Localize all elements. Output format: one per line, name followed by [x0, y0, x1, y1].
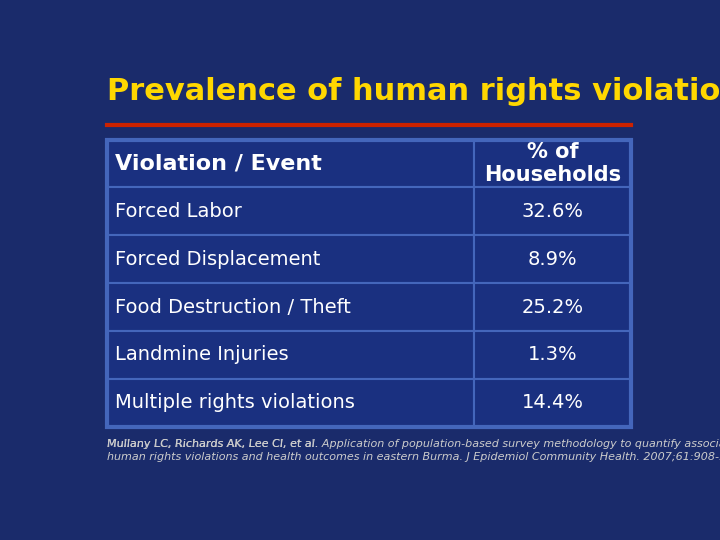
Text: % of
Households: % of Households	[484, 142, 621, 185]
Bar	[474, 331, 631, 379]
Text: 32.6%: 32.6%	[521, 202, 584, 221]
Text: Mullany LC, Richards AK, Lee CI, et al. Application of population-based survey m: Mullany LC, Richards AK, Lee CI, et al. …	[107, 440, 720, 449]
Bar	[107, 235, 474, 283]
Text: Landmine Injuries: Landmine Injuries	[115, 345, 289, 364]
Bar	[107, 187, 474, 235]
Bar	[107, 140, 631, 427]
Text: Mullany LC, Richards AK, Lee CI, et al.: Mullany LC, Richards AK, Lee CI, et al.	[107, 440, 322, 449]
Text: Forced Labor: Forced Labor	[115, 202, 242, 221]
Text: Prevalence of human rights violations, 2004: Prevalence of human rights violations, 2…	[107, 77, 720, 106]
Text: 8.9%: 8.9%	[528, 249, 577, 269]
Text: human rights violations and health outcomes in eastern Burma. J Epidemiol Commun: human rights violations and health outco…	[107, 452, 720, 462]
Bar	[474, 379, 631, 427]
Text: Violation / Event: Violation / Event	[115, 153, 322, 173]
Bar	[474, 140, 631, 187]
Text: Multiple rights violations: Multiple rights violations	[115, 393, 355, 412]
Bar	[107, 331, 474, 379]
Text: 1.3%: 1.3%	[528, 345, 577, 364]
Text: 14.4%: 14.4%	[521, 393, 584, 412]
Bar	[107, 283, 474, 331]
Text: 25.2%: 25.2%	[521, 298, 584, 316]
Text: Food Destruction / Theft: Food Destruction / Theft	[115, 298, 351, 316]
Bar	[474, 187, 631, 235]
Bar	[474, 283, 631, 331]
Bar	[107, 140, 474, 187]
Text: Forced Displacement: Forced Displacement	[115, 249, 320, 269]
Bar	[107, 379, 474, 427]
Bar	[474, 235, 631, 283]
